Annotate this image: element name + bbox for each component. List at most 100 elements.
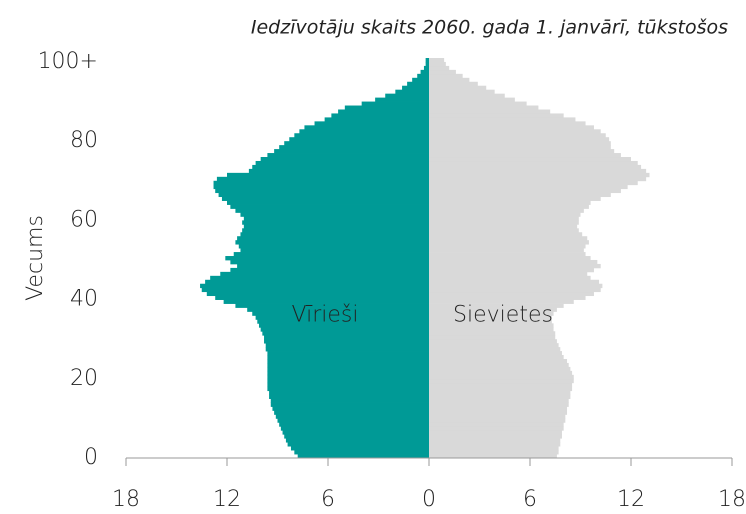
bar — [274, 410, 429, 415]
bar — [267, 386, 429, 392]
bar — [385, 93, 429, 99]
bar — [230, 204, 429, 209]
bar — [429, 315, 552, 320]
bar — [429, 339, 557, 344]
bar — [429, 93, 505, 99]
bar — [230, 259, 429, 265]
bar — [242, 220, 429, 225]
bar — [429, 335, 556, 340]
bar — [429, 271, 588, 277]
bar — [429, 267, 594, 273]
bar — [429, 438, 561, 443]
bar — [429, 172, 650, 178]
y-axis-label: Vecums — [23, 215, 48, 301]
y-tick-label: 0 — [84, 445, 98, 470]
bar — [429, 212, 581, 217]
bar — [423, 65, 429, 71]
bar — [262, 331, 429, 336]
bar — [429, 65, 450, 71]
bar — [429, 283, 603, 289]
bar — [210, 275, 429, 281]
bar — [238, 244, 429, 249]
bar — [429, 113, 564, 118]
bar — [429, 256, 591, 261]
chart-subtitle: Iedzīvotāju skaits 2060. gada 1. janvārī… — [251, 17, 728, 39]
bar — [267, 355, 429, 360]
bar — [284, 141, 429, 146]
bar — [429, 382, 573, 388]
bar — [429, 85, 487, 91]
bar — [429, 394, 571, 399]
bar — [237, 236, 429, 241]
bar — [255, 315, 429, 320]
bar — [267, 378, 429, 384]
bar — [429, 61, 446, 67]
bar — [429, 446, 559, 451]
bar — [429, 442, 561, 447]
bar — [429, 410, 568, 415]
bar — [429, 81, 478, 87]
bar — [225, 256, 429, 261]
bar — [429, 450, 559, 455]
bar — [267, 382, 429, 388]
bar — [429, 351, 562, 356]
bar — [279, 422, 429, 427]
y-tick-label: 60 — [70, 207, 98, 232]
bar — [429, 358, 568, 364]
bar — [429, 240, 589, 245]
bar — [429, 327, 554, 332]
bar — [429, 192, 611, 198]
bar — [429, 89, 495, 95]
bar — [227, 200, 429, 205]
x-tick-label: 6 — [321, 487, 335, 512]
series-label: Vīrieši — [292, 302, 359, 327]
bar — [429, 236, 588, 241]
bar — [429, 355, 564, 360]
bar — [255, 160, 429, 166]
bar — [267, 370, 429, 376]
bar — [429, 275, 591, 281]
bar — [429, 303, 564, 308]
series-label: Sievietes — [453, 302, 553, 327]
bar — [429, 323, 554, 328]
bar — [429, 331, 556, 336]
bar — [233, 252, 429, 257]
bar — [272, 406, 429, 411]
bar — [267, 374, 429, 380]
bar — [206, 291, 429, 297]
bar — [429, 362, 569, 368]
bar — [429, 196, 601, 201]
bar — [429, 426, 564, 431]
bar — [429, 133, 606, 138]
bar — [205, 279, 429, 285]
bar — [429, 125, 594, 130]
bar — [267, 153, 429, 158]
bar — [429, 390, 571, 396]
bar — [235, 208, 429, 213]
bar — [267, 366, 429, 372]
bar — [274, 149, 429, 154]
bar — [287, 442, 429, 447]
bar — [247, 307, 429, 312]
bar — [282, 430, 429, 435]
bar — [429, 149, 615, 154]
bar — [429, 287, 601, 293]
x-tick-label: 0 — [422, 487, 436, 512]
bar — [429, 117, 576, 122]
bar — [243, 216, 429, 221]
bar — [429, 73, 463, 79]
bar — [429, 347, 561, 352]
bar — [429, 69, 456, 75]
bar — [429, 386, 573, 392]
bar — [275, 414, 429, 419]
bar — [264, 339, 429, 344]
bar — [429, 370, 573, 376]
bar — [429, 434, 562, 439]
bar — [429, 228, 579, 233]
bar — [429, 129, 601, 134]
bar — [429, 319, 552, 324]
bar — [420, 69, 429, 75]
bar — [429, 406, 568, 411]
bar — [338, 109, 429, 114]
bar — [269, 390, 429, 396]
